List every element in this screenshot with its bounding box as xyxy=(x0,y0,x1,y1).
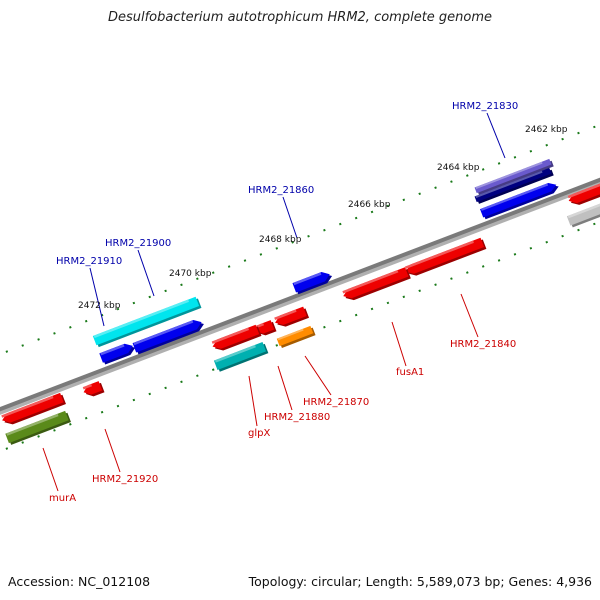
leader-line xyxy=(104,428,121,473)
gene-feature-hrm2_21920 xyxy=(82,381,105,397)
accession-text: Accession: NC_012108 xyxy=(8,574,151,589)
gene-arrow-highlight xyxy=(404,240,474,269)
gene-arrow-highlight xyxy=(82,383,93,390)
gene-feature-fusa1 xyxy=(342,267,411,301)
gene-arrow xyxy=(132,319,202,353)
gene-arrow-highlight xyxy=(274,309,297,321)
gene-arrow xyxy=(276,325,314,347)
leader-line xyxy=(89,267,105,327)
leader-line xyxy=(460,293,479,338)
leader-line xyxy=(277,365,293,411)
leader-line xyxy=(248,375,258,427)
label-leader-layer xyxy=(42,112,506,492)
leader-line xyxy=(282,196,298,239)
gene-label: fusA1 xyxy=(396,367,424,378)
gene-arrow xyxy=(5,410,69,444)
tick-label-layer: 2462 kbp 2464 kbp 2466 kbp 2468 kbp 2470 kbp… xyxy=(78,125,568,311)
gene-arrow-highlight xyxy=(480,183,549,211)
gene-arrow xyxy=(92,296,200,346)
topology-summary: Topology: circular; Length: 5,589,073 bp… xyxy=(248,574,592,589)
leader-line xyxy=(304,355,332,396)
gene-arrow-highlight xyxy=(211,327,250,344)
gene-arrow-highlight xyxy=(133,320,194,346)
gene-arrow-highlight xyxy=(293,272,322,286)
gene-label: HRM2_21880 xyxy=(264,412,330,423)
gene-arrow xyxy=(2,392,64,423)
gene-label: HRM2_21870 xyxy=(303,397,369,408)
gene-arrow-highlight xyxy=(277,328,304,341)
gene-feature-unlabeled-2 xyxy=(480,183,559,220)
gene-arrow-highlight xyxy=(93,299,190,338)
gene-arrow xyxy=(212,324,260,349)
gene-feature-hrm2_21860 xyxy=(292,272,333,295)
ruler-tick-label: 2470 kbp xyxy=(169,269,212,279)
gene-feature-glpx xyxy=(211,324,262,351)
ruler-tick-label: 2464 kbp xyxy=(437,163,480,173)
gene-label-layer: HRM2_21830 HRM2_21860 HRM2_21900 HRM2_21910… xyxy=(49,101,518,504)
gene-feature-unlabeled-1 xyxy=(474,167,554,204)
gene-arrow xyxy=(343,267,409,299)
ruler-tick-label: 2472 kbp xyxy=(78,301,121,311)
gene-feature-unlabeled-7 xyxy=(567,178,600,205)
gene-label: murA xyxy=(49,493,76,504)
gene-label: HRM2_21920 xyxy=(92,474,158,485)
gene-feature-hrm2_21870 xyxy=(276,325,316,348)
leader-line xyxy=(137,249,155,297)
gene-arrow xyxy=(292,272,330,293)
gene-arrow xyxy=(480,183,557,218)
gene-arrow xyxy=(99,343,133,363)
gene-label: HRM2_21840 xyxy=(450,339,516,350)
gene-feature-hrm2_21900 xyxy=(92,296,202,348)
leader-line xyxy=(486,112,506,159)
gene-arrow xyxy=(275,306,307,325)
gene-arrow-highlight xyxy=(475,170,543,198)
gene-feature-mura xyxy=(1,392,66,425)
leader-line xyxy=(391,321,407,367)
gene-feature-hrm2_21830 xyxy=(474,158,554,195)
gene-arrow-highlight xyxy=(1,395,54,418)
gene-arrow xyxy=(568,178,600,204)
gene-label: HRM2_21910 xyxy=(56,256,122,267)
gene-feature-hrm2_21840 xyxy=(404,237,487,276)
gene-arrow xyxy=(255,320,275,334)
gene-arrow-highlight xyxy=(214,344,256,363)
gene-label: HRM2_21830 xyxy=(452,101,518,112)
gene-feature-unlabeled-5 xyxy=(132,319,204,355)
gene-label: HRM2_21900 xyxy=(105,238,171,249)
gene-feature-hrm2_21910 xyxy=(99,343,136,365)
gene-arrow-highlight xyxy=(100,344,125,356)
ruler-tick-label: 2466 kbp xyxy=(348,200,391,210)
gene-arrow-highlight xyxy=(6,413,59,436)
genome-backbone xyxy=(0,177,600,412)
gene-arrow xyxy=(405,237,485,274)
map-title: Desulfobacterium autotrophicum HRM2, com… xyxy=(107,10,493,25)
gene-feature-unlabeled-18 xyxy=(5,410,71,445)
gene-label: glpX xyxy=(248,428,270,439)
gene-arrow-highlight xyxy=(567,181,600,199)
gene-arrow xyxy=(566,198,600,226)
ruler-tick-label: 2462 kbp xyxy=(525,125,568,135)
gene-arrow xyxy=(83,381,103,395)
ruler-tick-label: 2468 kbp xyxy=(259,235,302,245)
gene-layer xyxy=(1,158,600,445)
gene-arrow-highlight xyxy=(567,201,600,219)
leader-line xyxy=(42,447,59,492)
gene-label: HRM2_21860 xyxy=(248,185,314,196)
gene-feature-unlabeled-15 xyxy=(213,342,269,372)
gene-arrow-highlight xyxy=(342,270,399,294)
gene-feature-unlabeled-12 xyxy=(274,306,310,327)
gene-feature-unlabeled-8 xyxy=(566,198,600,228)
gene-arrow xyxy=(213,342,267,370)
gene-arrow-highlight xyxy=(475,161,543,189)
